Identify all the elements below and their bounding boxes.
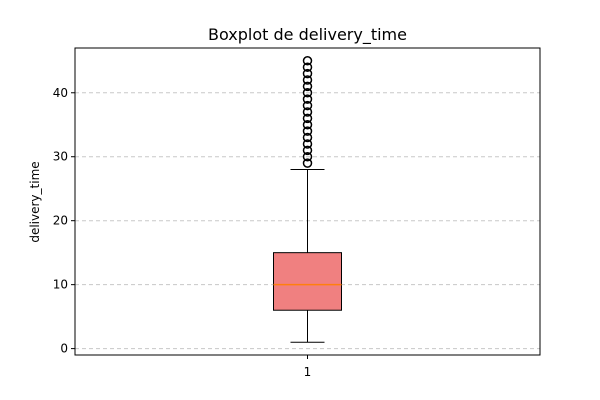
y-tick-label: 40	[53, 86, 68, 100]
plot-frame	[74, 47, 541, 356]
outlier-point	[302, 88, 313, 98]
outlier-point	[302, 120, 313, 130]
iqr-box	[273, 252, 342, 311]
outlier-point	[302, 56, 313, 66]
outlier-point	[302, 132, 313, 143]
boxplot-marks	[273, 56, 342, 343]
y-tick-label: 10	[53, 278, 68, 292]
axis-ticks: 0 10 20 30 40 1	[53, 86, 312, 379]
outlier-point	[302, 68, 313, 79]
outlier-point	[302, 94, 313, 104]
y-tick-label: 20	[53, 214, 68, 228]
outlier-point	[302, 100, 313, 111]
outlier-point	[302, 107, 313, 117]
outlier-point	[302, 145, 313, 156]
box-group	[273, 56, 342, 343]
outlier-point	[302, 151, 313, 162]
chart-title: Boxplot de delivery_time	[208, 25, 407, 45]
y-tick-label: 30	[53, 150, 68, 164]
outlier-point	[302, 62, 313, 72]
outlier-point	[302, 113, 313, 124]
y-tick-label: 0	[60, 342, 68, 356]
outlier-point	[302, 126, 313, 136]
y-axis-label: delivery_time	[28, 161, 42, 242]
outlier-point	[302, 158, 313, 168]
x-tick-label: 1	[304, 365, 312, 379]
outlier-point	[302, 139, 313, 149]
outlier-point	[302, 75, 313, 85]
outlier-point	[302, 81, 313, 92]
